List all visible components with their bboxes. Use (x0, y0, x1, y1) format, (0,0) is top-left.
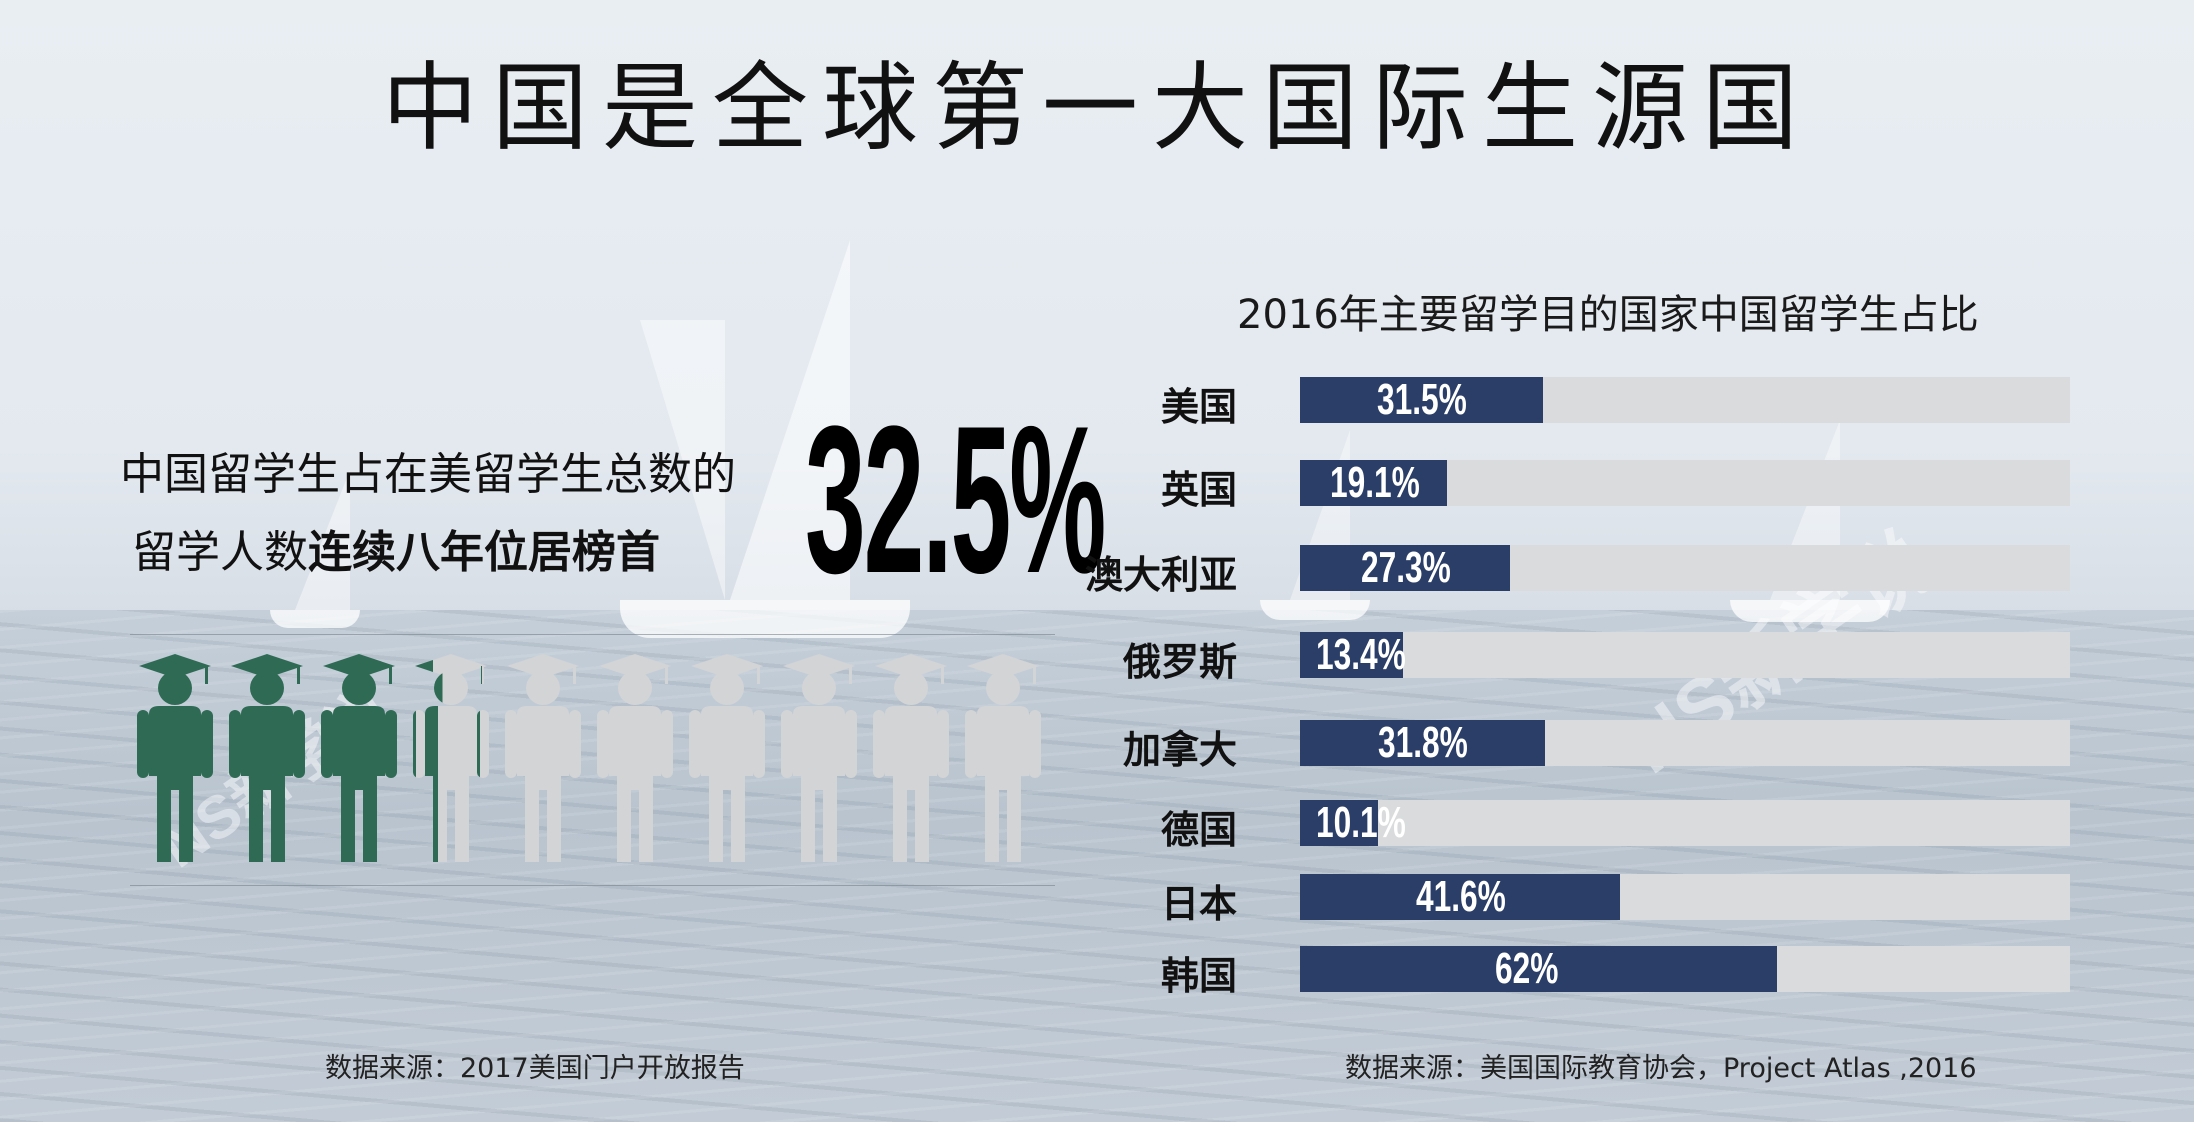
graduate-people-pictogram (135, 650, 1065, 870)
bar-fill (1300, 632, 1404, 678)
bar-track: 19.1% (1300, 460, 2070, 506)
bar-fill (1300, 545, 1511, 591)
bar-fill (1300, 377, 1543, 423)
divider-bottom (130, 885, 1055, 886)
graduate-person-icon (963, 650, 1043, 870)
bar-value-label: 62% (1494, 944, 1559, 993)
bar-category-label: 澳大利亚 (1084, 553, 1237, 597)
bar-category-label: 德国 (1160, 808, 1237, 852)
line2-bold-text: 连续八年位居榜首 (308, 527, 660, 578)
graduate-person-icon (687, 650, 767, 870)
bar-track: 31.8% (1300, 720, 2070, 766)
bar-fill (1300, 946, 1778, 992)
bar-value-label: 27.3% (1361, 543, 1451, 592)
headline-percentage: 32.5% (805, 382, 1106, 617)
chart-title: 2016年主要留学目的国家中国留学生占比 (1237, 292, 1979, 338)
bar-value-label: 41.6% (1416, 872, 1506, 921)
graduate-person-icon (779, 650, 859, 870)
bar-fill (1300, 800, 1378, 846)
chart-source-note: 数据来源：美国国际教育协会，Project Atlas ,2016 (1345, 1053, 1977, 1084)
graduate-person-icon (595, 650, 675, 870)
bar-track: 10.1% (1300, 800, 2070, 846)
bar-value-label: 10.1% (1316, 798, 1406, 847)
bar-track: 41.6% (1300, 874, 2070, 920)
bar-category-label: 俄罗斯 (1122, 640, 1237, 684)
stat-description-line2: 留学人数连续八年位居榜首 (132, 516, 660, 580)
bar-track: 27.3% (1300, 545, 2070, 591)
line2-normal-text: 留学人数 (132, 527, 308, 578)
bar-category-label: 韩国 (1160, 954, 1237, 998)
bar-value-label: 31.5% (1377, 375, 1468, 424)
bar-fill (1300, 874, 1621, 920)
stat-description-line1: 中国留学生占在美留学生总数的 (120, 449, 736, 500)
bar-category-label: 美国 (1160, 385, 1237, 429)
bar-value-label: 19.1% (1329, 458, 1420, 507)
divider-top (130, 634, 1055, 635)
bar-value-label: 13.4% (1316, 630, 1406, 679)
graduate-person-icon (319, 650, 399, 870)
bar-fill (1300, 460, 1448, 506)
bar-track: 13.4% (1300, 632, 2070, 678)
bar-track: 31.5% (1300, 377, 2070, 423)
bar-value-label: 31.8% (1378, 718, 1469, 767)
graduate-person-icon (227, 650, 307, 870)
bar-track: 62% (1300, 946, 2070, 992)
graduate-person-icon (871, 650, 951, 870)
bar-category-label: 英国 (1160, 468, 1237, 512)
bar-category-label: 日本 (1160, 882, 1237, 926)
graduate-person-icon (411, 650, 491, 870)
graduate-person-icon (135, 650, 215, 870)
bar-category-label: 加拿大 (1122, 728, 1237, 772)
graduate-person-icon (503, 650, 583, 870)
bar-fill (1300, 720, 1545, 766)
left-source-note: 数据来源：2017美国门户开放报告 (325, 1053, 745, 1084)
page-title: 中国是全球第一大国际生源国 (382, 52, 1812, 164)
